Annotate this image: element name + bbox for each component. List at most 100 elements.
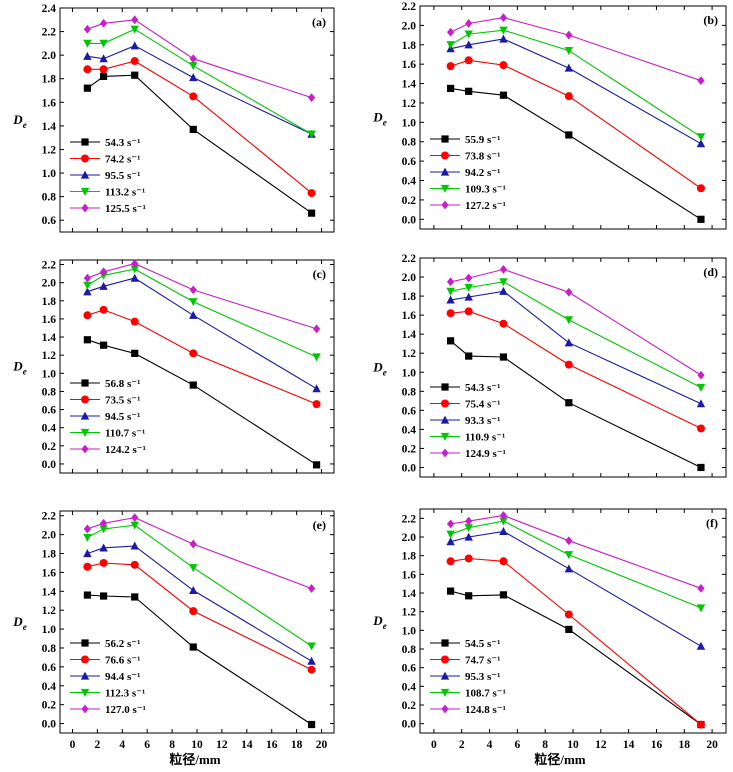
y-tick-label: 1.8	[42, 74, 57, 86]
data-point	[447, 27, 455, 37]
data-point	[130, 541, 139, 550]
plot-frame	[59, 259, 335, 474]
legend-entry: 108.7 s⁻¹	[430, 688, 506, 700]
data-point	[307, 93, 316, 102]
series-4	[447, 13, 705, 86]
data-point	[130, 25, 139, 34]
legend-label: 94.2 s⁻¹	[465, 167, 500, 179]
legend-marker	[80, 411, 90, 420]
series-2	[446, 34, 706, 148]
data-point	[696, 139, 706, 148]
data-point	[189, 92, 198, 101]
legend-label: 109.3 s⁻¹	[465, 184, 506, 196]
data-point	[189, 349, 198, 358]
series-1	[446, 307, 705, 433]
y-tick-label: 0.4	[402, 681, 417, 693]
legend-marker	[441, 639, 449, 647]
data-point	[499, 278, 508, 287]
data-point	[131, 593, 139, 601]
y-tick-label: 1.0	[42, 368, 57, 380]
y-tick-label: 1.8	[42, 549, 57, 561]
legend-label: 124.2 s⁻¹	[105, 444, 146, 456]
data-point	[131, 349, 139, 357]
data-point	[499, 26, 508, 35]
y-tick-label: 1.8	[402, 291, 417, 303]
data-point	[83, 562, 92, 571]
data-point	[189, 62, 198, 71]
legend-entry: 125.5 s⁻¹	[70, 203, 146, 215]
series-line	[450, 281, 702, 388]
legend-label: 125.5 s⁻¹	[105, 203, 146, 215]
panel-b: 0.0 0.2 0.4 0.6 0.8 1.0 1.2 1.4 1.6 1.8 2.0 2.2 De (b…	[372, 1, 727, 230]
data-point	[564, 360, 573, 369]
data-point	[307, 209, 316, 217]
panel-e: 0.0 0.2 0.4 0.6 0.8 1.0 1.2 1.4 1.6 1.8 2.0 2.2 0 2 4 6…	[12, 510, 335, 751]
data-point	[99, 18, 108, 28]
y-axis-title-main: D	[12, 112, 23, 127]
panel-f: 0.0 0.2 0.4 0.6 0.8 1.0 1.2 1.4 1.6 1.8 2.0 2.2 0 2 4 6…	[372, 508, 727, 751]
data-point	[130, 560, 139, 569]
x-tick-label: 2	[459, 739, 465, 751]
data-point	[130, 265, 139, 274]
x-axis-title-left: 粒径/mm	[169, 752, 220, 767]
plot-frame	[419, 5, 727, 230]
data-point	[99, 39, 108, 48]
data-point	[565, 399, 573, 407]
legend-label: 74.2 s⁻¹	[105, 154, 140, 166]
y-tick-label: 2.0	[402, 20, 417, 32]
y-axis-title: De	[372, 613, 386, 631]
data-point	[83, 287, 92, 296]
legend-entry: 56.2 s⁻¹	[70, 638, 140, 650]
legend-label: 93.3 s⁻¹	[465, 415, 500, 427]
y-tick-label: 0.6	[402, 156, 417, 168]
legend-label: 73.5 s⁻¹	[105, 395, 140, 407]
data-point	[499, 557, 508, 566]
y-tick-label: 1.4	[402, 79, 417, 91]
y-axis-title: De	[372, 110, 386, 128]
data-point	[307, 130, 316, 139]
y-tick-label: 1.2	[42, 605, 57, 617]
data-point	[189, 285, 197, 295]
legend-marker	[441, 200, 449, 210]
data-point	[130, 521, 139, 530]
y-tick-label: 1.0	[42, 168, 57, 180]
series-1	[446, 554, 705, 729]
data-point	[564, 47, 574, 55]
series-3	[83, 521, 316, 651]
y-tick-label: 2.4	[42, 3, 57, 15]
data-point	[565, 30, 573, 40]
data-point	[130, 273, 139, 282]
data-point	[465, 592, 473, 600]
legend-label: 75.4 s⁻¹	[465, 399, 500, 411]
data-point	[83, 84, 91, 92]
y-tick-label: 2.0	[42, 278, 57, 290]
legend-marker	[440, 432, 450, 441]
series-2	[446, 527, 706, 650]
data-point	[131, 259, 139, 269]
data-point	[464, 40, 473, 49]
x-tick-label: 20	[706, 739, 718, 751]
y-tick-label: 1.6	[402, 569, 417, 581]
data-point	[564, 92, 573, 101]
data-point	[130, 57, 139, 66]
legend-label: 124.8 s⁻¹	[465, 704, 506, 716]
series-3	[83, 265, 321, 362]
series-1	[83, 558, 316, 674]
x-tick-label: 0	[70, 739, 76, 751]
legend-marker	[81, 203, 89, 213]
data-point	[499, 353, 508, 361]
data-point	[499, 91, 508, 99]
legend-marker	[81, 138, 89, 146]
data-point	[189, 564, 198, 573]
series-line	[87, 277, 317, 390]
data-point	[564, 564, 574, 573]
y-tick-label: 1.4	[42, 332, 57, 344]
y-axis-title-main: D	[372, 613, 383, 628]
panel-label: (d)	[703, 265, 718, 279]
data-point	[564, 338, 574, 347]
series-4	[83, 259, 321, 334]
panel-label: (f)	[706, 516, 718, 530]
data-point	[465, 352, 473, 360]
y-tick-label: 1.2	[402, 348, 417, 360]
data-point	[312, 324, 321, 334]
